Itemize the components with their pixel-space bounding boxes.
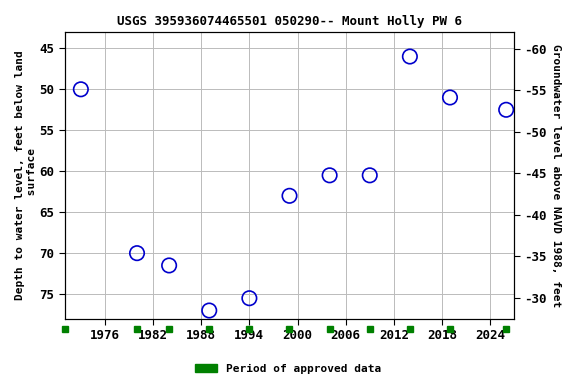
Point — [76, 86, 85, 93]
Legend: Period of approved data: Period of approved data — [191, 359, 385, 379]
Point — [204, 308, 214, 314]
Point — [325, 172, 334, 179]
Point — [445, 94, 454, 101]
Point — [165, 262, 174, 268]
Title: USGS 395936074465501 050290-- Mount Holly PW 6: USGS 395936074465501 050290-- Mount Holl… — [117, 15, 462, 28]
Y-axis label: Groundwater level above NAVD 1988, feet: Groundwater level above NAVD 1988, feet — [551, 44, 561, 307]
Point — [245, 295, 254, 301]
Point — [406, 53, 415, 60]
Point — [132, 250, 142, 256]
Point — [365, 172, 374, 179]
Point — [502, 107, 511, 113]
Point — [285, 193, 294, 199]
Y-axis label: Depth to water level, feet below land
 surface: Depth to water level, feet below land su… — [15, 50, 37, 300]
